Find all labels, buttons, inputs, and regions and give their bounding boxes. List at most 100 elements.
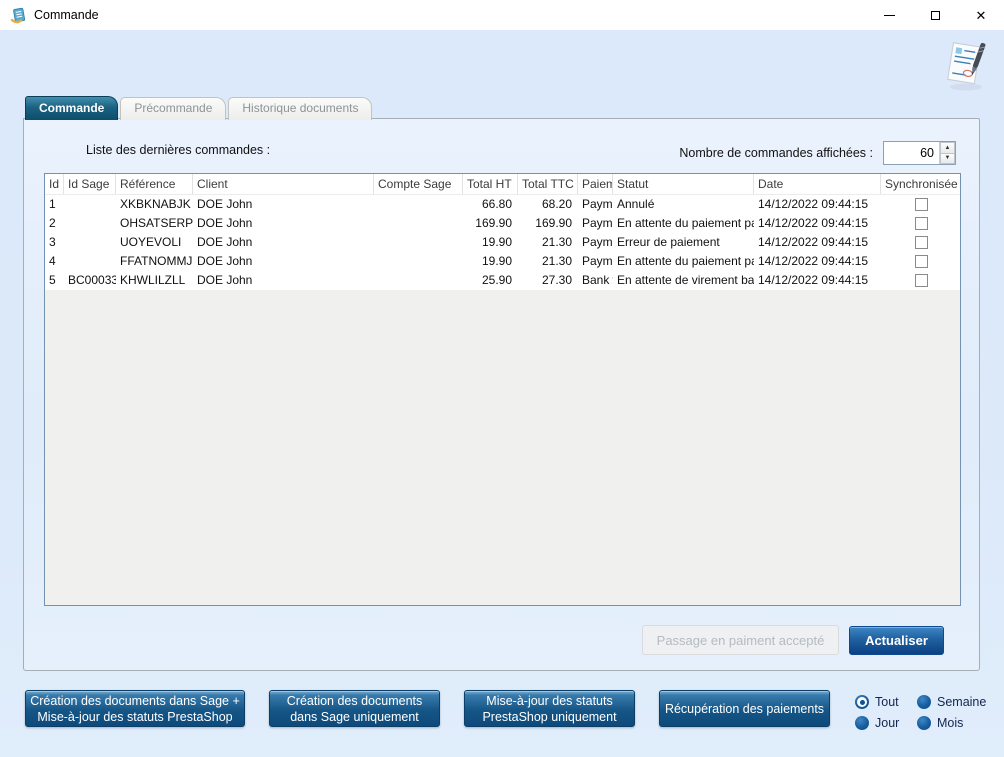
tab-precommande[interactable]: Précommande: [120, 97, 227, 120]
cell-client: DOE John: [197, 254, 253, 268]
radio-selected-icon: [855, 695, 869, 709]
close-button[interactable]: ✕: [958, 0, 1004, 30]
cell-statut: En attente de virement bancaire: [617, 273, 754, 287]
minimize-button[interactable]: [866, 0, 912, 30]
payment-accepted-button[interactable]: Passage en paiment accepté: [642, 625, 839, 655]
column-header-date[interactable]: Date: [754, 174, 881, 194]
maximize-button[interactable]: [912, 0, 958, 30]
column-header-total-ht[interactable]: Total HT: [463, 174, 518, 194]
synchronisee-checkbox[interactable]: [915, 217, 928, 230]
orders-table: Id Id Sage Référence Client Compte Sage …: [44, 173, 961, 606]
column-header-compte-sage[interactable]: Compte Sage: [374, 174, 463, 194]
cell-compte-sage: [374, 271, 463, 290]
tab-commande[interactable]: Commande: [25, 96, 119, 120]
create-docs-only-button[interactable]: Création des documents dans Sage uniquem…: [269, 690, 440, 727]
cell-paiement: Payments by check: [582, 216, 613, 230]
orders-table-header: Id Id Sage Référence Client Compte Sage …: [45, 174, 960, 195]
maximize-icon: [930, 10, 940, 20]
table-row[interactable]: 4 FFATNOMMJ DOE John 19.90 21.30 Payment…: [45, 252, 960, 271]
table-row[interactable]: 5 BC00033 KHWLILZLL DOE John 25.90 27.30…: [45, 271, 960, 290]
spinner-down-button[interactable]: ▼: [940, 153, 955, 164]
cell-id: 2: [49, 216, 56, 230]
synchronisee-checkbox[interactable]: [915, 274, 928, 287]
button-label-line: Création des documents: [286, 693, 423, 708]
cell-compte-sage: [374, 233, 463, 252]
cell-total-ht: 25.90: [481, 273, 512, 287]
column-header-reference[interactable]: Référence: [116, 174, 193, 194]
button-label-line: Mise-à-jour des statuts PrestaShop: [37, 709, 233, 724]
cell-reference: OHSATSERP: [120, 216, 193, 230]
cell-date: 14/12/2022 09:44:15: [758, 273, 869, 287]
arrow-up-icon: ▲: [944, 144, 951, 151]
radio-label: Jour: [875, 716, 900, 730]
cell-total-ttc: 21.30: [541, 254, 572, 268]
column-header-statut[interactable]: Statut: [613, 174, 754, 194]
refresh-button[interactable]: Actualiser: [849, 626, 944, 655]
orders-count-input[interactable]: [884, 142, 939, 164]
cell-id: 1: [49, 197, 56, 211]
create-docs-and-update-status-button[interactable]: Création des documents dans Sage + Mise-…: [25, 690, 245, 727]
orders-list-label: Liste des dernières commandes :: [86, 143, 271, 157]
cell-reference: KHWLILZLL: [120, 273, 186, 287]
table-empty-area: [45, 290, 960, 605]
update-status-only-button[interactable]: Mise-à-jour des statuts PrestaShop uniqu…: [464, 690, 635, 727]
cell-statut: En attente du paiement par chèque: [617, 216, 754, 230]
table-row[interactable]: 1 XKBKNABJK DOE John 66.80 68.20 Payment…: [45, 195, 960, 214]
column-header-total-ttc[interactable]: Total TTC: [518, 174, 578, 194]
synchronisee-checkbox[interactable]: [915, 236, 928, 249]
cell-id-sage: [64, 214, 116, 233]
orders-count-label: Nombre de commandes affichées :: [679, 146, 873, 160]
table-row[interactable]: 3 UOYEVOLI DOE John 19.90 21.30 Payments…: [45, 233, 960, 252]
tab-strip: Commande Précommande Historique document…: [25, 96, 373, 120]
synchronisee-checkbox[interactable]: [915, 198, 928, 211]
cell-statut: En attente du paiement par chèque: [617, 254, 754, 268]
cell-id-sage: [64, 195, 116, 214]
cell-date: 14/12/2022 09:44:15: [758, 216, 869, 230]
cell-paiement: Payments by check: [582, 235, 613, 249]
radio-semaine[interactable]: Semaine: [917, 695, 986, 709]
orders-panel: Liste des dernières commandes : Nombre d…: [23, 118, 980, 671]
button-label-line: dans Sage uniquement: [290, 709, 419, 724]
retrieve-payments-button[interactable]: Récupération des paiements: [659, 690, 830, 727]
button-label-line: Récupération des paiements: [664, 701, 825, 716]
orders-count-spinner: ▲ ▼: [883, 141, 956, 165]
cell-statut: Erreur de paiement: [617, 235, 720, 249]
window-title: Commande: [34, 8, 99, 22]
column-header-synchronisee[interactable]: Synchronisée: [881, 174, 960, 194]
cell-id-sage: BC00033: [68, 273, 116, 287]
column-header-id-sage[interactable]: Id Sage: [64, 174, 116, 194]
cell-compte-sage: [374, 214, 463, 233]
cell-total-ht: 169.90: [475, 216, 512, 230]
radio-icon: [917, 716, 931, 730]
cell-id: 3: [49, 235, 56, 249]
radio-icon: [917, 695, 931, 709]
cell-paiement: Payments by check: [582, 197, 613, 211]
cell-id-sage: [64, 252, 116, 271]
table-row[interactable]: 2 OHSATSERP DOE John 169.90 169.90 Paym e…: [45, 214, 960, 233]
cell-client: DOE John: [197, 216, 253, 230]
synchronisee-checkbox[interactable]: [915, 255, 928, 268]
radio-label: Mois: [937, 716, 964, 730]
radio-mois[interactable]: Mois: [917, 716, 963, 730]
cell-client: DOE John: [197, 235, 253, 249]
tab-historique-documents[interactable]: Historique documents: [228, 97, 373, 120]
column-header-client[interactable]: Client: [193, 174, 374, 194]
cell-total-ht: 19.90: [481, 235, 512, 249]
radio-tout[interactable]: Tout: [855, 695, 899, 709]
title-bar: Commande ✕: [0, 0, 1004, 30]
radio-jour[interactable]: Jour: [855, 716, 899, 730]
minimize-icon: [883, 14, 895, 16]
app-icon: [10, 7, 26, 23]
cell-total-ttc: 169.90: [535, 216, 572, 230]
cell-total-ht: 19.90: [481, 254, 512, 268]
cell-compte-sage: [374, 195, 463, 214]
notepad-pen-icon: [947, 42, 986, 91]
column-header-paiement[interactable]: Paiement: [578, 174, 613, 194]
spinner-up-button[interactable]: ▲: [940, 142, 955, 154]
cell-id-sage: [64, 233, 116, 252]
cell-id: 5: [49, 273, 56, 287]
cell-client: DOE John: [197, 273, 253, 287]
column-header-id[interactable]: Id: [45, 174, 64, 194]
arrow-down-icon: ▼: [944, 155, 951, 162]
